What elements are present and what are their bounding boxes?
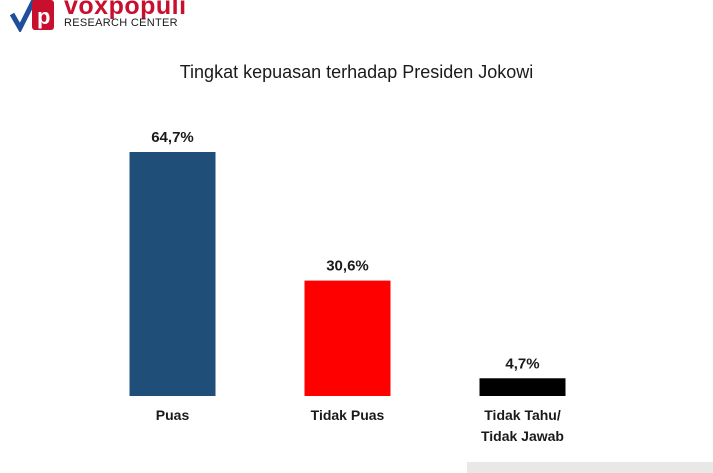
logo-subtitle: RESEARCH CENTER <box>64 17 178 29</box>
logo-name: voxpopuli <box>64 0 187 20</box>
bar <box>304 280 391 396</box>
category-label: Tidak Jawab <box>481 428 564 444</box>
bar <box>129 152 216 396</box>
data-label: 30,6% <box>326 258 369 275</box>
category-label: Tidak Puas <box>311 407 385 423</box>
data-label: 4,7% <box>505 355 539 372</box>
chart-title: Tingkat kepuasan terhadap Presiden Jokow… <box>179 62 534 82</box>
svg-text:p: p <box>37 4 50 29</box>
brand-logo: p voxpopuli RESEARCH CENTER <box>0 0 220 34</box>
category-label: Tidak Tahu/ <box>484 407 561 423</box>
voxpopuli-logo-icon: p <box>10 0 54 32</box>
corner-overlay <box>467 462 713 473</box>
data-label: 64,7% <box>151 129 194 146</box>
bar <box>479 378 566 396</box>
category-label: Puas <box>156 407 190 423</box>
